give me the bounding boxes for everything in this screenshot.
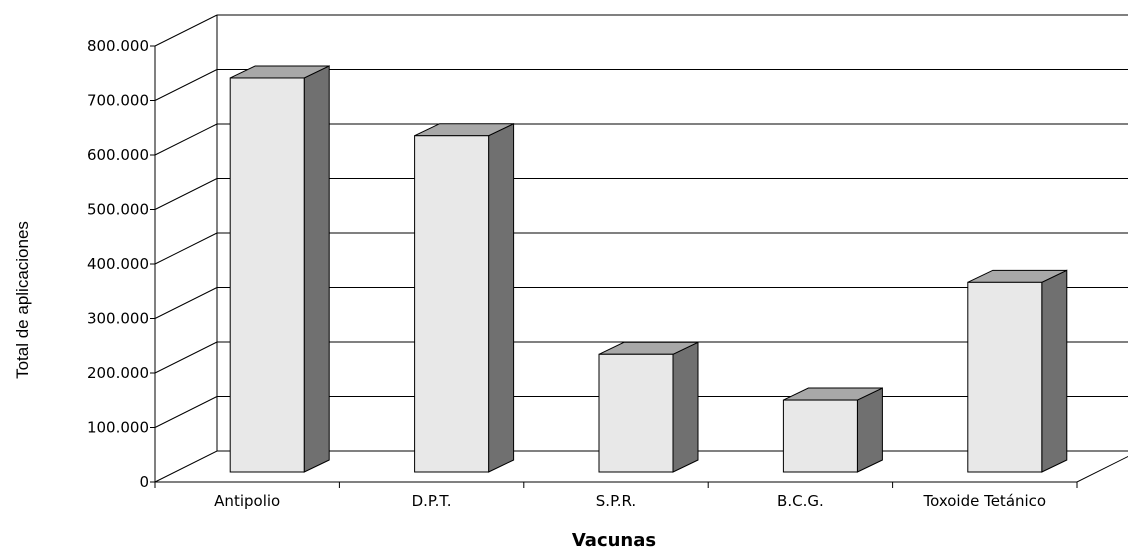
y-tick-label: 500.000 [87,201,149,219]
x-category-label: Antipolio [214,492,280,510]
x-category-label: D.P.T. [412,492,452,510]
bar-front [598,353,674,473]
x-category-label: B.C.G. [777,492,824,510]
bar-front [414,135,490,473]
bar-front [782,399,858,473]
bar [967,269,1068,473]
bar-side [303,65,330,473]
y-tick-label: 600.000 [87,146,149,164]
y-tick-label: 300.000 [87,310,149,328]
x-axis-label: Vacunas [572,530,656,550]
gridline-side [154,341,218,374]
bar-side [856,387,883,473]
bar-side [1041,269,1068,473]
x-category-label: S.P.R. [596,492,636,510]
y-tick-label: 800.000 [87,37,149,55]
bar [414,122,515,473]
gridline-side [154,14,218,47]
x-category-label: Toxoide Tetánico [922,492,1046,510]
gridline-side [154,69,218,101]
x-axis-categories: Antipolio D.P.T. S.P.R. B.C.G. Toxoide Tetán… [154,482,1078,510]
y-axis-label: Total de aplicaciones [13,221,32,379]
gridline-side [154,232,218,265]
bar [229,65,330,473]
gridline-side [154,123,218,156]
y-tick-label: 100.000 [87,419,149,437]
bar [598,341,699,473]
y-tick-label: 200.000 [87,364,149,382]
y-tick-label: 400.000 [87,255,149,273]
bars [229,65,1068,473]
y-tick-label: 0 [139,473,149,491]
gridline-side [154,396,218,428]
bar [782,387,883,473]
bar-front [229,77,305,473]
gridline-side [154,178,218,210]
y-tick-label: 700.000 [87,92,149,110]
gridline-side [154,287,218,319]
bar-front [967,281,1043,473]
y-axis-ticks: 0 100.000 200.000 300.000 400.000 500.000 600.… [87,37,155,491]
bar-side [488,122,515,473]
bar-side [672,341,699,473]
